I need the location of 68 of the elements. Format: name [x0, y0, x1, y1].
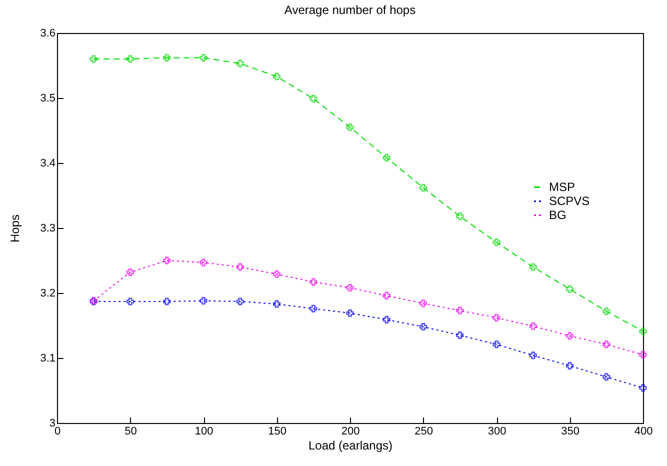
point [163, 298, 171, 306]
x-tick-label: 0 [54, 426, 61, 438]
point [126, 55, 134, 63]
y-tick-label: 3.3 [40, 222, 56, 234]
x-tick-label: 200 [341, 426, 360, 438]
point [602, 373, 610, 381]
point [346, 284, 354, 292]
point [126, 268, 134, 276]
x-axis-title: Load (earlangs) [308, 438, 393, 452]
y-tick-label: 3.4 [40, 158, 56, 170]
point [492, 238, 500, 246]
point [566, 285, 574, 293]
point [602, 307, 610, 315]
y-tick-label: 3 [49, 418, 56, 430]
point [456, 306, 464, 314]
point [456, 212, 464, 220]
y-tick-label: 3.5 [40, 92, 56, 104]
legend-label: MSP [549, 180, 576, 194]
point [382, 154, 390, 162]
legend-label: BG [549, 208, 566, 222]
point [529, 322, 537, 330]
point [236, 298, 244, 306]
point [200, 297, 208, 305]
x-tick-label: 100 [194, 426, 214, 438]
point [419, 300, 428, 308]
point [419, 184, 428, 192]
point [346, 123, 354, 132]
legend-label: SCPVS [549, 194, 590, 208]
point [346, 309, 354, 317]
point [639, 384, 647, 392]
point [456, 331, 464, 340]
point [310, 304, 318, 312]
x-tick-label: 50 [124, 426, 137, 438]
point [382, 316, 390, 324]
point [310, 94, 318, 102]
point [200, 258, 208, 266]
point [236, 263, 244, 271]
point [566, 332, 574, 340]
point [272, 270, 281, 278]
point [272, 72, 281, 80]
point [200, 54, 208, 62]
point [529, 263, 537, 271]
x-tick-label: 250 [414, 426, 433, 438]
point [126, 298, 134, 306]
point [236, 60, 244, 68]
point [90, 55, 98, 63]
x-tick-label: 300 [488, 426, 506, 438]
x-tick-label: 150 [268, 426, 286, 438]
chart-title: Average number of hops [284, 3, 416, 17]
point [163, 256, 171, 264]
y-tick-label: 3.2 [40, 288, 56, 300]
x-tick-label: 400 [634, 426, 653, 438]
point [310, 278, 318, 286]
point [529, 352, 537, 360]
point [492, 314, 500, 322]
point [639, 350, 647, 359]
point [492, 340, 500, 348]
point [566, 362, 574, 370]
point [639, 328, 647, 336]
y-axis-title: Hops [8, 214, 22, 243]
point [419, 323, 428, 331]
y-tick-label: 3.6 [40, 28, 56, 40]
point [382, 292, 390, 300]
point [272, 300, 281, 308]
x-tick-label: 350 [561, 426, 580, 438]
point [602, 340, 610, 348]
y-tick-label: 3.1 [40, 352, 56, 364]
point [163, 54, 171, 62]
